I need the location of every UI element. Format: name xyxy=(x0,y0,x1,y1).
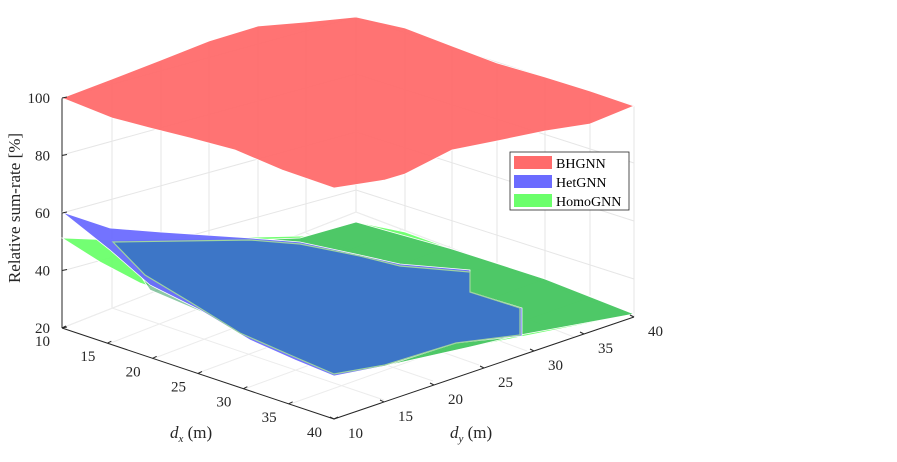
dx-tick-label: 20 xyxy=(126,364,141,380)
dx-tick-mark xyxy=(197,371,203,374)
dy-tick-mark xyxy=(529,348,535,352)
dx-tick-label: 10 xyxy=(35,334,50,350)
surfaces xyxy=(60,16,636,377)
dy-tick-label: 40 xyxy=(648,324,663,340)
dx-axis-title: dx (m) xyxy=(170,423,212,445)
dx-tick-mark xyxy=(288,401,293,405)
dx-tick-label: 30 xyxy=(216,395,231,411)
dx-tick-mark xyxy=(333,416,339,420)
dy-axis-title: dy (m) xyxy=(450,423,492,445)
dy-tick-mark xyxy=(579,331,585,335)
z-tick-label: 60 xyxy=(35,206,50,222)
z-tick-label: 40 xyxy=(35,264,50,280)
z-tick-mark xyxy=(61,96,68,99)
dx-tick-mark xyxy=(107,340,112,344)
dy-tick-label: 20 xyxy=(448,392,463,408)
z-tick-label: 20 xyxy=(35,321,50,337)
legend-label: HomoGNN xyxy=(556,195,621,210)
z-tick-mark xyxy=(61,269,68,271)
dx-axis-ticks: 10 15 20 25 30 35 40 xyxy=(35,325,339,441)
dy-tick-mark xyxy=(429,382,435,386)
legend-swatch xyxy=(514,194,552,207)
dy-tick-mark xyxy=(379,399,385,403)
z-tick-mark xyxy=(61,211,68,214)
z-tick-mark xyxy=(61,154,68,156)
legend-swatch xyxy=(514,175,552,188)
legend-swatch xyxy=(514,156,552,169)
dx-tick-mark xyxy=(61,325,67,329)
dx-tick-label: 35 xyxy=(262,410,277,426)
surface-overlap xyxy=(111,239,521,375)
z-tick-label: 100 xyxy=(28,91,51,107)
dy-tick-mark xyxy=(329,416,335,420)
z-tick-label: 80 xyxy=(35,149,50,165)
z-axis-title: Relative sum-rate [%] xyxy=(5,133,24,283)
legend-label: BHGNN xyxy=(556,157,606,172)
legend: BHGNN HetGNN HomoGNN xyxy=(509,151,630,211)
dx-tick-label: 25 xyxy=(171,380,186,396)
dy-tick-label: 10 xyxy=(348,426,363,442)
dx-tick-label: 15 xyxy=(80,349,95,365)
dy-tick-mark xyxy=(479,365,485,369)
dy-tick-mark xyxy=(629,314,635,318)
surface-bhgnn xyxy=(60,16,636,189)
dx-tick-mark xyxy=(243,386,248,390)
dx-tick-label: 40 xyxy=(307,425,322,441)
dy-tick-label: 30 xyxy=(548,358,563,374)
z-axis-ticks: 20 40 60 80 100 xyxy=(28,91,68,337)
dy-tick-label: 25 xyxy=(498,375,513,391)
dy-tick-label: 15 xyxy=(398,409,413,425)
dy-tick-label: 35 xyxy=(598,341,613,357)
dx-tick-mark xyxy=(152,355,157,359)
legend-label: HetGNN xyxy=(556,176,607,191)
dy-axis-ticks: 10 15 20 25 30 35 40 xyxy=(329,314,663,442)
